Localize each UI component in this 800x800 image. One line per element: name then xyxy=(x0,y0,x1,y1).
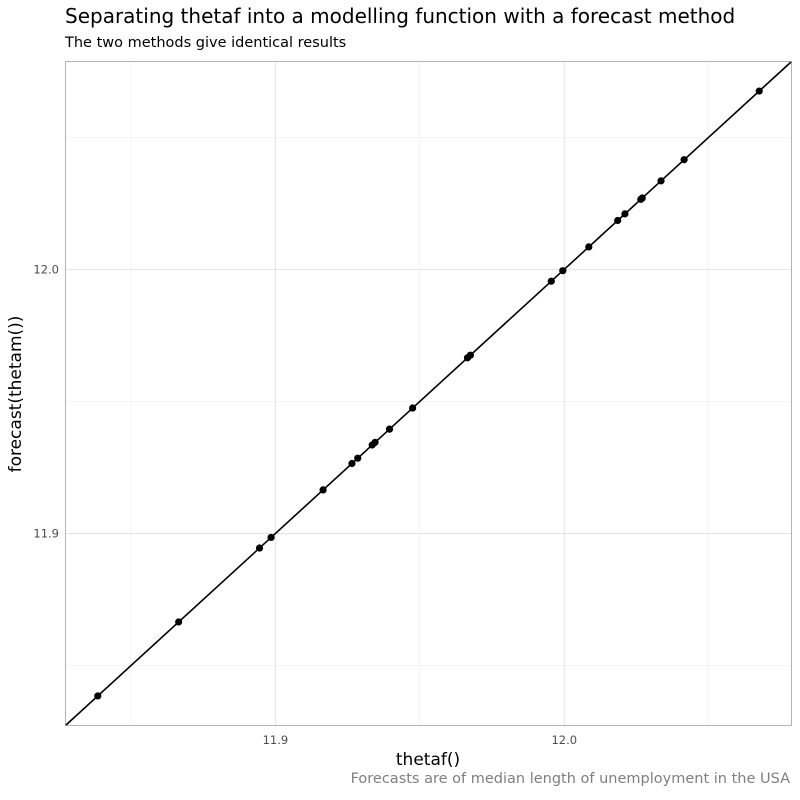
y-tick-label-1: 12.0 xyxy=(33,262,59,276)
data-point-20 xyxy=(657,177,665,185)
data-point-1 xyxy=(175,618,183,626)
data-point-21 xyxy=(680,156,688,164)
data-point-0 xyxy=(94,692,102,700)
data-point-12 xyxy=(466,351,474,359)
x-tick-label-1: 12.0 xyxy=(551,733,577,747)
chart-subtitle: The two methods give identical results xyxy=(65,35,347,51)
y-axis-title: forecast(thetam()) xyxy=(6,316,26,473)
data-point-2 xyxy=(255,544,264,552)
data-point-13 xyxy=(547,277,555,285)
data-point-17 xyxy=(621,210,629,218)
data-point-19 xyxy=(638,194,646,202)
y-tick-label-0: 11.9 xyxy=(33,526,59,540)
x-axis-title: thetaf() xyxy=(396,750,460,770)
data-point-5 xyxy=(348,459,356,468)
reference-line-group xyxy=(65,61,792,726)
data-point-14 xyxy=(559,267,567,275)
data-point-6 xyxy=(354,454,362,462)
data-points xyxy=(94,87,763,700)
panel-border xyxy=(65,61,792,726)
chart-caption: Forecasts are of median length of unempl… xyxy=(350,771,790,787)
data-point-4 xyxy=(319,486,327,494)
data-point-22 xyxy=(755,87,763,95)
grid-minor xyxy=(66,62,791,725)
chart-title: Separating thetaf into a modelling funct… xyxy=(65,4,736,28)
identity-line xyxy=(65,61,792,726)
data-point-3 xyxy=(267,533,275,542)
data-point-9 xyxy=(385,425,394,433)
grid-major xyxy=(66,62,791,725)
data-point-15 xyxy=(585,243,593,251)
x-tick-label-0: 11.9 xyxy=(263,733,289,747)
data-point-16 xyxy=(614,216,622,225)
data-point-8 xyxy=(371,438,379,446)
data-point-10 xyxy=(409,404,417,412)
y-axis-ticks: 11.9 12.0 xyxy=(33,262,59,540)
x-axis-ticks: 11.9 12.0 xyxy=(263,733,577,747)
